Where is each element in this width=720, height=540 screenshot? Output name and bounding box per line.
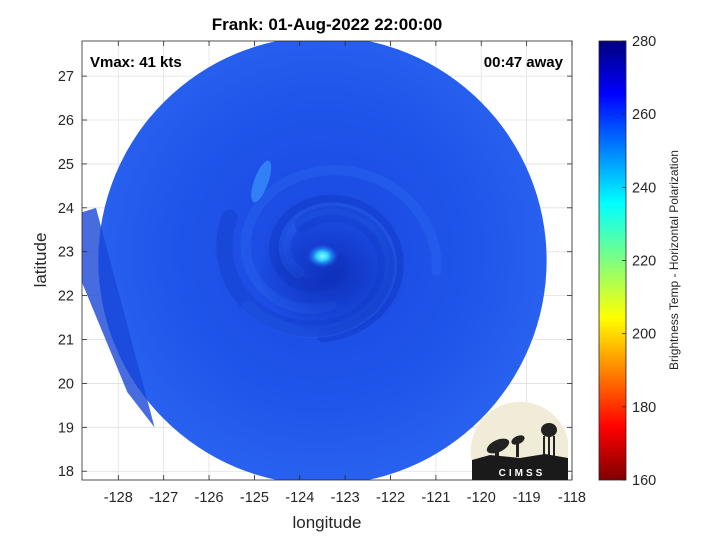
cimss-logo: CIMSS [470, 401, 568, 480]
colorbar-ticks: 160 180 200 220 240 260 280 [622, 34, 656, 489]
colorbar: 160 180 200 220 240 260 280 Brightness Temp - … [598, 34, 681, 489]
y-tick-label: 25 [58, 157, 74, 173]
y-tick-label: 22 [58, 289, 74, 305]
figure-title: Frank: 01-Aug-2022 22:00:00 [212, 15, 443, 34]
colorbar-label: Brightness Temp - Horizontal Polarizatio… [667, 150, 681, 370]
x-tick-label: -128 [104, 490, 133, 506]
swath-image [82, 41, 547, 480]
colorbar-tick-label: 240 [632, 180, 656, 196]
colorbar-gradient [598, 40, 627, 481]
y-axis-label: latitude [31, 233, 50, 288]
vmax-label: Vmax: 41 kts [90, 54, 182, 71]
x-tick-label: -123 [331, 490, 360, 506]
colorbar-tick-label: 200 [632, 327, 656, 343]
water-tower-icon [541, 423, 557, 460]
y-tick-label: 21 [58, 333, 74, 349]
x-tick-label: -120 [467, 490, 496, 506]
x-axis-ticks: -128 -127 -126 -125 -124 -123 -122 -121 -120 -119… [104, 41, 586, 506]
x-tick-label: -122 [376, 490, 405, 506]
y-axis-ticks: 18 19 20 21 22 23 24 25 26 27 [58, 69, 572, 480]
y-tick-label: 19 [58, 420, 74, 436]
colorbar-tick-label: 280 [632, 34, 656, 50]
colorbar-tick-label: 160 [632, 473, 656, 489]
colorbar-tick-label: 260 [632, 107, 656, 123]
satellite-dish-icon [486, 435, 525, 459]
x-tick-label: -125 [240, 490, 269, 506]
swath-edge-strip [82, 207, 155, 428]
x-tick-label: -126 [195, 490, 224, 506]
logo-banner [472, 460, 568, 480]
storm-eye [306, 244, 339, 269]
x-tick-label: -119 [513, 490, 541, 506]
y-tick-label: 26 [58, 113, 74, 129]
x-axis-label: longitude [292, 513, 361, 532]
map-axes: -128 -127 -126 -125 -124 -123 -122 -121 -120 -119… [31, 40, 586, 532]
colorbar-tick-label: 220 [632, 254, 656, 270]
x-tick-label: -121 [421, 490, 450, 506]
colorbar-tick-label: 180 [632, 400, 656, 416]
bright-cloud-band [251, 160, 272, 203]
x-tick-label: -118 [558, 490, 586, 506]
axes-frame [81, 40, 573, 481]
x-tick-label: -127 [149, 490, 178, 506]
y-tick-label: 18 [58, 464, 74, 480]
y-tick-label: 24 [58, 201, 74, 217]
logo-text: CIMSS [499, 468, 546, 479]
x-tick-label: -124 [285, 490, 314, 506]
y-tick-label: 27 [58, 69, 74, 85]
y-tick-label: 23 [58, 245, 74, 261]
y-tick-label: 20 [58, 376, 74, 392]
storm-core [255, 216, 406, 337]
time-away-label: 00:47 away [484, 54, 564, 71]
